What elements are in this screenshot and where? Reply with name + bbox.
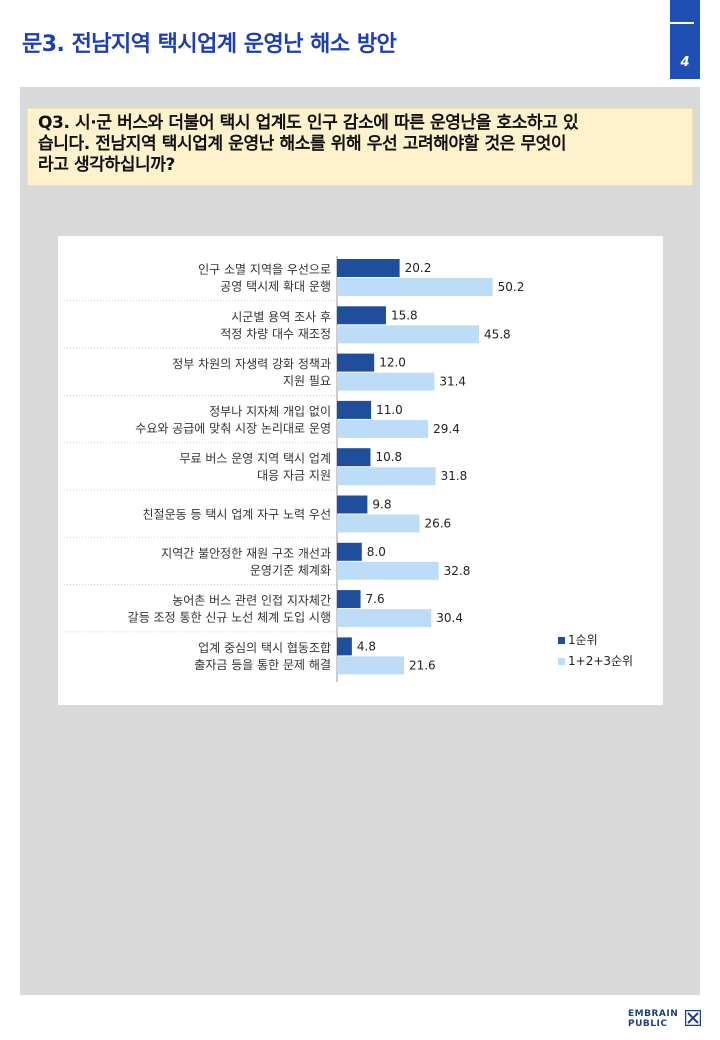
bar-rank1	[337, 259, 400, 277]
category-label: 수요와 공급에 맞춰 시장 논리대로 운영	[135, 421, 331, 435]
logo-line-1: EMBRAIN	[628, 1009, 679, 1019]
category-label: 갈등 조정 통한 신규 노선 체계 도입 시행	[128, 610, 331, 625]
data-label: 10.8	[375, 450, 402, 464]
bar-rank1	[337, 542, 362, 561]
legend-label: 1순위	[568, 633, 598, 647]
question-line-1: Q3. 시·군 버스와 더불어 택시 업계도 인구 감소에 따른 운영난을 호소…	[38, 113, 579, 133]
data-label: 50.2	[498, 280, 525, 294]
category-label: 정부 차원의 자생력 강화 정책과	[172, 356, 331, 371]
data-label: 15.8	[391, 308, 418, 322]
category-label: 인구 소멸 지역을 우선으로	[198, 263, 331, 277]
category-label: 농어촌 버스 관련 인접 지자체간	[172, 594, 331, 608]
category-label: 공영 택시제 확대 운행	[220, 279, 331, 294]
data-label: 32.8	[444, 564, 471, 578]
bar-rank1	[337, 448, 371, 467]
logo-mark-icon	[685, 1010, 701, 1026]
page-title: 문3. 전남지역 택시업계 운영난 해소 방안	[22, 32, 397, 57]
data-label: 31.4	[439, 375, 466, 389]
bar-rank123	[337, 278, 493, 296]
category-label: 정부나 지자체 개입 없이	[209, 404, 331, 418]
data-label: 20.2	[405, 261, 432, 275]
bar-rank123	[337, 325, 479, 344]
question-line-3: 라고 생각하십니까?	[38, 155, 175, 175]
logo-line-2: PUBLIC	[628, 1019, 668, 1029]
category-label: 업계 중심의 택시 협동조합	[198, 641, 331, 655]
bar-rank123	[337, 514, 420, 533]
data-label: 12.0	[379, 356, 406, 370]
category-label: 운영기준 체계화	[250, 563, 331, 577]
legend-swatch	[558, 637, 565, 644]
data-label: 30.4	[436, 611, 463, 625]
data-label: 45.8	[484, 327, 511, 341]
bar-rank123	[337, 419, 429, 438]
page-number: 4	[680, 55, 690, 70]
data-label: 11.0	[376, 403, 403, 417]
bar-rank1	[337, 400, 372, 419]
category-label: 시군별 용역 조사 후	[231, 310, 331, 324]
bar-rank1	[337, 495, 368, 514]
data-label: 21.6	[409, 658, 436, 672]
question-line-2: 습니다. 전남지역 택시업계 운영난 해소를 위해 우선 고려해야할 것은 무엇…	[38, 134, 567, 154]
legend-swatch	[558, 658, 565, 665]
category-label: 적정 차량 대수 재조정	[220, 327, 331, 341]
bar-rank123	[337, 656, 404, 675]
bar-rank123	[337, 467, 436, 486]
legend-label: 1+2+3순위	[568, 654, 633, 668]
data-label: 7.6	[366, 592, 385, 606]
bar-rank1	[337, 590, 361, 609]
page-tab	[670, 0, 700, 79]
category-label: 지원 필요	[283, 374, 331, 388]
bar-rank123	[337, 561, 439, 580]
bar-rank123	[337, 609, 432, 628]
category-label: 친절운동 등 택시 업계 자구 노력 우선	[143, 508, 332, 522]
bar-rank1	[337, 306, 386, 325]
category-label: 대응 자금 지원	[257, 469, 331, 483]
bar-rank1	[337, 637, 352, 656]
question-box: Q3. 시·군 버스와 더불어 택시 업계도 인구 감소에 따른 운영난을 호소…	[27, 108, 693, 186]
brand-logo: EMBRAIN PUBLIC	[628, 1009, 712, 1029]
bar-rank123	[337, 372, 435, 391]
category-label: 출자금 등을 통한 문제 해결	[194, 658, 331, 672]
data-label: 8.0	[367, 545, 386, 559]
data-label: 9.8	[372, 498, 391, 512]
data-label: 4.8	[357, 639, 376, 653]
page-tab-divider	[668, 22, 694, 24]
data-label: 29.4	[433, 422, 460, 436]
category-label: 무료 버스 운영 지역 택시 업계	[179, 452, 331, 466]
data-label: 31.8	[441, 469, 468, 483]
data-label: 26.6	[424, 517, 451, 531]
bar-rank1	[337, 353, 375, 372]
category-label: 지역간 불안정한 재원 구조 개선과	[161, 546, 331, 560]
